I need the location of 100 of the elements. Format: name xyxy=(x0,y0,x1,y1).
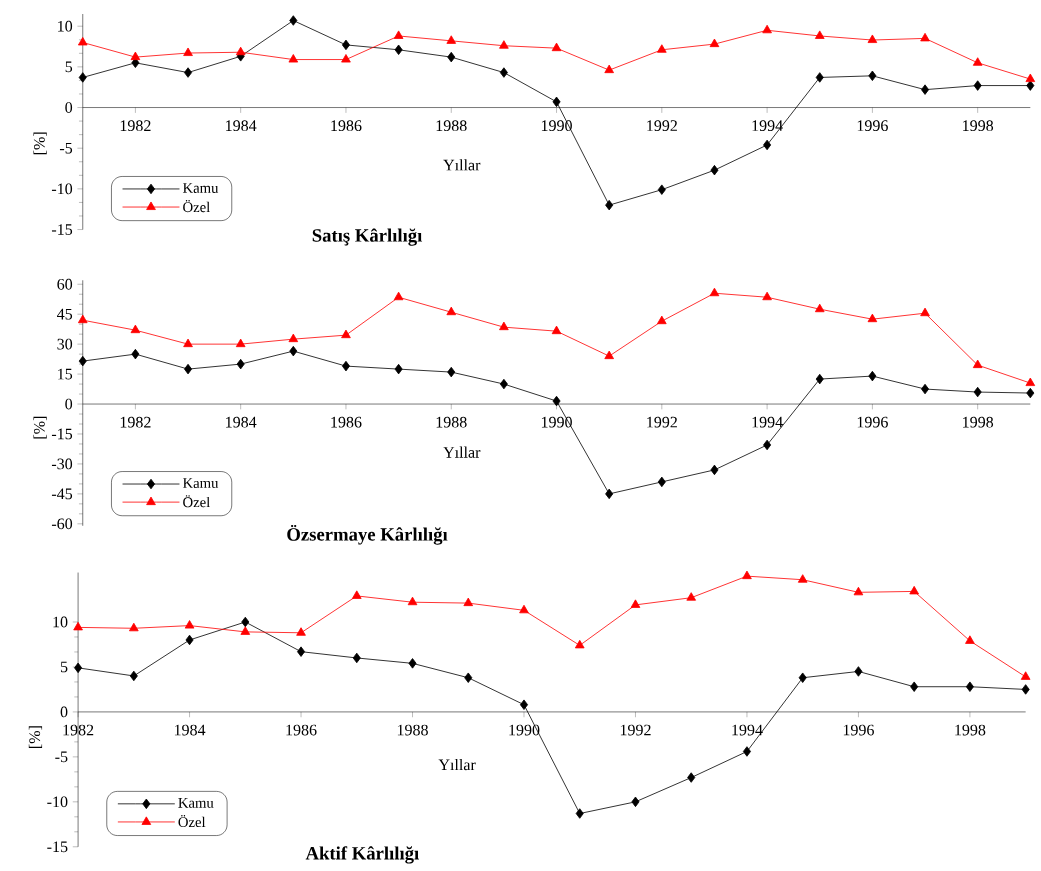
point xyxy=(289,15,298,26)
x-tick-label: 1992 xyxy=(620,724,651,736)
point xyxy=(1021,683,1030,695)
point xyxy=(972,359,983,368)
point xyxy=(130,324,141,333)
y-tick-label: -45 xyxy=(51,488,73,499)
y-tick-label: -15 xyxy=(51,223,73,235)
point xyxy=(687,772,696,783)
point xyxy=(447,366,456,378)
y-tick-label: -5 xyxy=(59,142,73,154)
point xyxy=(868,370,877,382)
point xyxy=(185,634,194,645)
x-tick-label: 1984 xyxy=(174,724,206,736)
point xyxy=(710,464,719,475)
point xyxy=(297,646,306,657)
x-tick-label: 1994 xyxy=(752,416,783,428)
point xyxy=(657,44,667,53)
y-tick-label: 0 xyxy=(60,706,68,718)
point xyxy=(605,199,614,211)
point xyxy=(551,325,562,334)
y-tick-label: -15 xyxy=(51,428,73,440)
point xyxy=(1026,387,1035,399)
x-tick-label: 1990 xyxy=(509,724,540,736)
x-tick-label: 1990 xyxy=(541,416,572,428)
x-axis-title: Yıllar xyxy=(438,758,476,770)
point xyxy=(605,488,614,499)
y-tick-label: -30 xyxy=(51,458,73,470)
point xyxy=(129,670,138,681)
x-tick-label: 1982 xyxy=(63,724,94,736)
y-tick-label: 10 xyxy=(53,616,68,628)
legend-label: Kamu xyxy=(178,797,214,808)
point xyxy=(407,596,418,605)
x-axis-title: Yıllar xyxy=(443,159,481,171)
point xyxy=(909,585,919,595)
point xyxy=(921,84,930,95)
y-axis-title: [%] xyxy=(33,416,47,439)
y-tick-label: -10 xyxy=(47,796,68,807)
point xyxy=(288,53,299,63)
x-tick-label: 1992 xyxy=(647,120,677,131)
point xyxy=(920,307,930,316)
y-tick-label: -60 xyxy=(51,518,73,529)
point xyxy=(797,574,808,583)
y-tick-label: 45 xyxy=(57,308,73,320)
x-tick-label: 1982 xyxy=(120,416,151,428)
point xyxy=(709,38,720,47)
point xyxy=(657,184,666,195)
point xyxy=(854,666,863,677)
point xyxy=(920,32,930,42)
point xyxy=(236,358,245,370)
legend-label: Özel xyxy=(183,494,210,507)
point xyxy=(867,34,878,43)
point xyxy=(289,345,298,357)
point xyxy=(130,51,141,60)
x-tick-label: 1988 xyxy=(436,416,467,428)
point xyxy=(551,42,562,51)
point xyxy=(73,621,83,631)
point xyxy=(1020,671,1031,680)
point xyxy=(604,350,614,359)
point xyxy=(184,67,193,78)
x-tick-label: 1988 xyxy=(397,724,428,736)
point xyxy=(763,439,772,450)
point xyxy=(499,321,509,330)
y-tick-label: 5 xyxy=(60,661,68,673)
text: Özsermaye Kârlılığı xyxy=(287,524,448,545)
x-tick-label: 1998 xyxy=(963,120,994,131)
legend-label: Özel xyxy=(183,199,210,212)
y-axis-title: [%] xyxy=(33,132,47,154)
point xyxy=(710,164,719,176)
point xyxy=(74,662,83,673)
point xyxy=(575,808,584,819)
point xyxy=(499,40,509,49)
point xyxy=(815,373,824,385)
point xyxy=(552,96,561,107)
point xyxy=(77,314,88,323)
point xyxy=(965,681,974,692)
legend-label: Özel xyxy=(178,814,206,827)
x-tick-label: 1990 xyxy=(541,120,572,131)
point xyxy=(183,47,193,56)
point xyxy=(631,796,640,807)
x-tick-label: 1982 xyxy=(120,120,151,131)
point xyxy=(686,592,697,601)
point xyxy=(1025,73,1036,82)
point xyxy=(129,622,139,631)
x-tick-label: 1988 xyxy=(436,120,467,131)
point xyxy=(288,333,299,342)
point xyxy=(657,315,667,324)
point xyxy=(519,604,529,613)
y-tick-label: 5 xyxy=(65,61,73,72)
y-tick-label: 30 xyxy=(57,338,73,350)
x-tick-label: 1994 xyxy=(732,724,763,736)
point xyxy=(867,313,878,322)
point xyxy=(604,64,614,73)
y-tick-label: 60 xyxy=(57,278,73,290)
x-tick-label: 1996 xyxy=(843,724,874,736)
point xyxy=(393,30,404,39)
text: Aktif Kârlılığı xyxy=(305,846,419,864)
point xyxy=(972,57,983,66)
y-tick-label: -10 xyxy=(51,183,73,195)
point xyxy=(657,476,666,487)
point xyxy=(341,53,351,63)
